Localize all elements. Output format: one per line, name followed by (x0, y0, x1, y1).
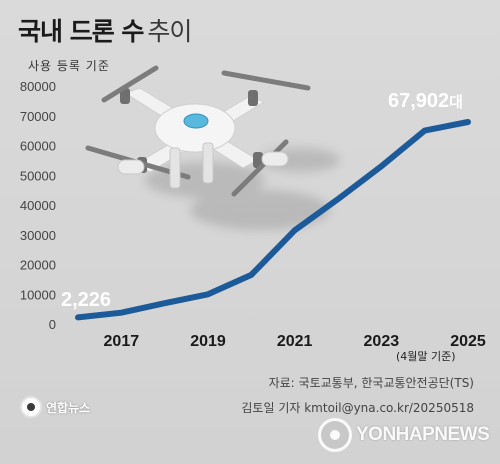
yonhap-logo-icon (20, 396, 42, 418)
date-note: (4월말 기준) (396, 350, 456, 363)
data-point (466, 120, 470, 124)
label-layer: 2,226 67,902대 (61, 90, 463, 311)
data-point (423, 129, 427, 133)
y-tick-label: 60000 (20, 139, 56, 154)
data-point (163, 301, 167, 305)
x-axis: 2017 2019 2021 2023 2025 (104, 333, 486, 350)
y-axis: 0 10000 20000 30000 40000 50000 60000 70000 8000… (20, 79, 56, 332)
data-point (119, 311, 123, 315)
yonhap-watermark-icon (318, 418, 352, 452)
data-point (76, 315, 80, 319)
y-tick-label: 20000 (20, 258, 56, 273)
y-tick-label: 10000 (20, 287, 56, 302)
y-tick-label: 70000 (20, 109, 56, 124)
y-tick-label: 0 (49, 317, 56, 332)
series-layer (75, 119, 471, 321)
y-tick-label: 80000 (20, 79, 56, 94)
last-value-label: 67,902대 (388, 90, 463, 112)
credit-text: 김토일 기자 kmtoil@yna.co.kr/20250518 (241, 401, 474, 415)
title-main: 국내 드론 수 (18, 17, 144, 46)
y-tick-label: 40000 (20, 198, 56, 213)
source-text: 자료: 국토교통부, 한국교통안전공단(TS) (268, 376, 474, 390)
title-suffix: 추이 (147, 17, 192, 46)
x-tick-label: 2019 (190, 333, 226, 350)
x-tick-label: 2021 (277, 333, 313, 350)
yonhap-logo: 연합뉴스 (20, 396, 90, 418)
yonhap-logo-text: 연합뉴스 (46, 400, 91, 415)
subtitle: 사용 등록 기준 (28, 59, 110, 73)
data-point (249, 273, 253, 277)
data-point (293, 228, 297, 232)
data-point (206, 292, 210, 296)
y-tick-label: 50000 (20, 168, 56, 183)
data-point (336, 197, 340, 201)
x-tick-label: 2017 (104, 333, 140, 350)
yonhap-watermark: YONHAPNEWS (318, 418, 490, 452)
first-value-label: 2,226 (61, 289, 111, 311)
data-point (379, 164, 383, 168)
watermark-text: YONHAPNEWS (356, 424, 490, 445)
drone-icon (85, 65, 311, 197)
drone-shadow (145, 148, 340, 230)
series-line (75, 119, 471, 321)
x-tick-label: 2025 (450, 333, 486, 350)
y-tick-label: 30000 (20, 228, 56, 243)
x-tick-label: 2023 (364, 333, 400, 350)
page-title: 국내 드론 수 추이 (18, 12, 192, 48)
